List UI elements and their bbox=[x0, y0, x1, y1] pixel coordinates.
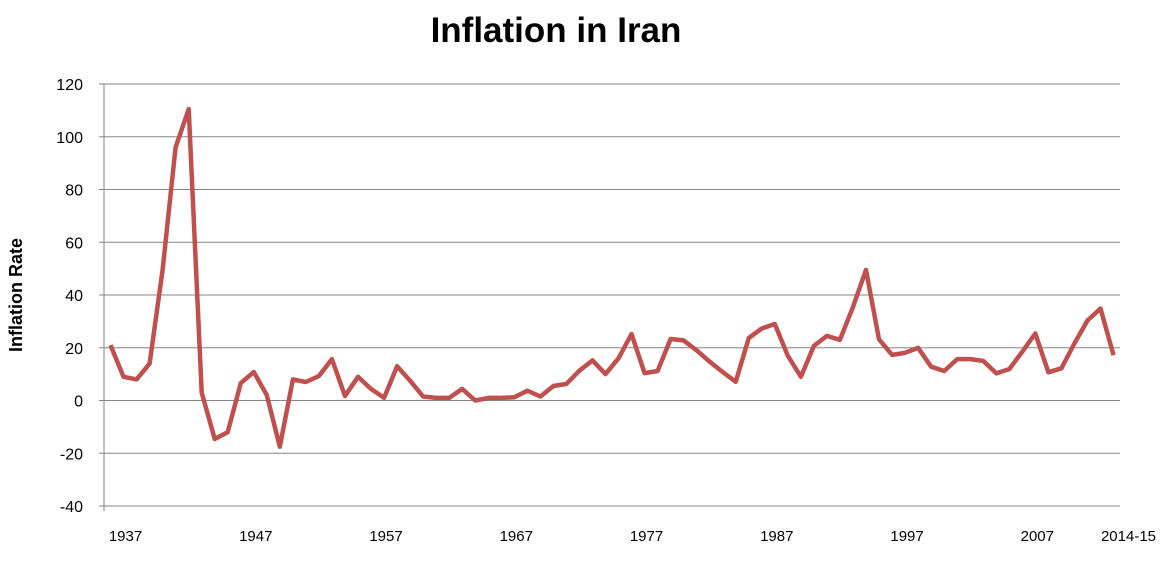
y-tick-label: 0 bbox=[74, 394, 83, 411]
series-layer bbox=[108, 106, 1116, 449]
x-tick-label: 1947 bbox=[239, 528, 272, 545]
gridlines bbox=[99, 83, 1120, 507]
x-tick-label: 2014-15 bbox=[1101, 528, 1156, 545]
y-tick-label: -20 bbox=[60, 446, 83, 463]
x-tick-label: 1997 bbox=[890, 528, 923, 545]
y-tick-label: 40 bbox=[65, 288, 83, 305]
inflation-series-line bbox=[108, 106, 1116, 449]
y-tick-label: -40 bbox=[60, 499, 83, 516]
x-tick-label: 2007 bbox=[1021, 528, 1054, 545]
x-tick-label: 1987 bbox=[760, 528, 793, 545]
y-tick-label: 20 bbox=[65, 341, 83, 358]
y-axis-label: Inflation Rate bbox=[6, 238, 26, 352]
y-tick-label: 60 bbox=[65, 235, 83, 252]
x-tick-labels: 1937 1947 1957 1967 1977 1987 1997 2007 2014-15 bbox=[109, 528, 1156, 545]
x-tick-label: 1957 bbox=[369, 528, 402, 545]
chart-title: Inflation in Iran bbox=[431, 11, 682, 50]
y-tick-label: 120 bbox=[56, 77, 83, 94]
x-tick-label: 1937 bbox=[109, 528, 142, 545]
y-tick-label: 80 bbox=[65, 183, 83, 200]
y-tick-label: 100 bbox=[56, 130, 83, 147]
y-tick-labels: -40 -20 0 20 40 60 80 100 120 bbox=[56, 77, 83, 516]
x-tick-label: 1977 bbox=[630, 528, 663, 545]
x-tick-label: 1967 bbox=[500, 528, 533, 545]
